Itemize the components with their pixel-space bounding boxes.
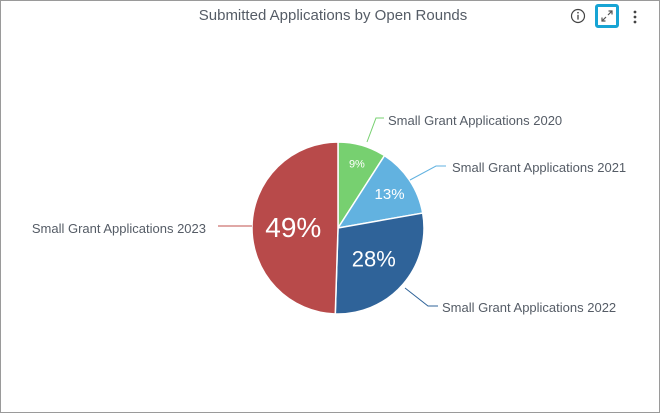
slice-category-label: Small Grant Applications 2020 xyxy=(388,113,562,128)
leader-line xyxy=(366,117,384,143)
pie-slice[interactable] xyxy=(336,154,424,230)
slice-category-label: Small Grant Applications 2022 xyxy=(442,300,616,315)
chart-title: Submitted Applications by Open Rounds xyxy=(198,7,468,24)
expand-button[interactable] xyxy=(595,4,619,28)
expand-icon xyxy=(601,10,613,22)
leader-line xyxy=(409,165,446,181)
slice-percent-label: 49% xyxy=(265,212,321,243)
slice-percent-label: 28% xyxy=(352,247,396,272)
slice-category-label: Small Grant Applications 2023 xyxy=(32,221,206,236)
pie-slice[interactable] xyxy=(334,212,425,315)
pie-slice[interactable] xyxy=(251,141,339,315)
slice-category-label: Small Grant Applications 2021 xyxy=(452,160,626,175)
leader-line xyxy=(404,287,438,307)
info-icon[interactable] xyxy=(570,8,586,24)
more-vertical-icon[interactable] xyxy=(629,8,641,26)
slice-percent-label: 9% xyxy=(349,158,365,170)
slice-percent-label: 13% xyxy=(375,186,405,203)
